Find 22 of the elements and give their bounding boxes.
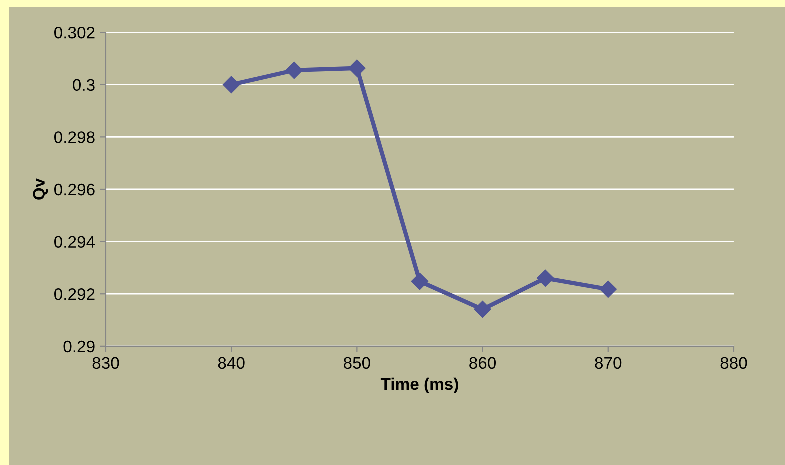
point [474, 300, 492, 318]
x-tick-label: 830 [92, 357, 120, 370]
x-axis-title: Time (ms) [380, 378, 458, 394]
y-tick-label: 0.3 [73, 79, 95, 92]
y-tick-label: 0.298 [54, 132, 95, 144]
x-tick-label: 860 [470, 357, 496, 370]
y-tick-label: 0.302 [54, 26, 95, 39]
point [286, 62, 303, 80]
y-tick-label: 0.29 [64, 340, 95, 353]
point [600, 280, 617, 298]
y-axis-title: Qv [33, 178, 48, 200]
y-tick-label: 0.294 [54, 236, 96, 248]
y-tick-label: 0.292 [54, 288, 95, 300]
x-tick-label: 870 [595, 357, 622, 370]
point [223, 76, 240, 94]
x-tick-label: 840 [218, 357, 245, 370]
point [537, 270, 554, 287]
point [411, 273, 429, 290]
y-tick-label: 0.296 [54, 184, 95, 196]
x-tick-label: 850 [344, 357, 370, 370]
point [348, 60, 366, 77]
x-tick-label: 880 [720, 357, 748, 370]
